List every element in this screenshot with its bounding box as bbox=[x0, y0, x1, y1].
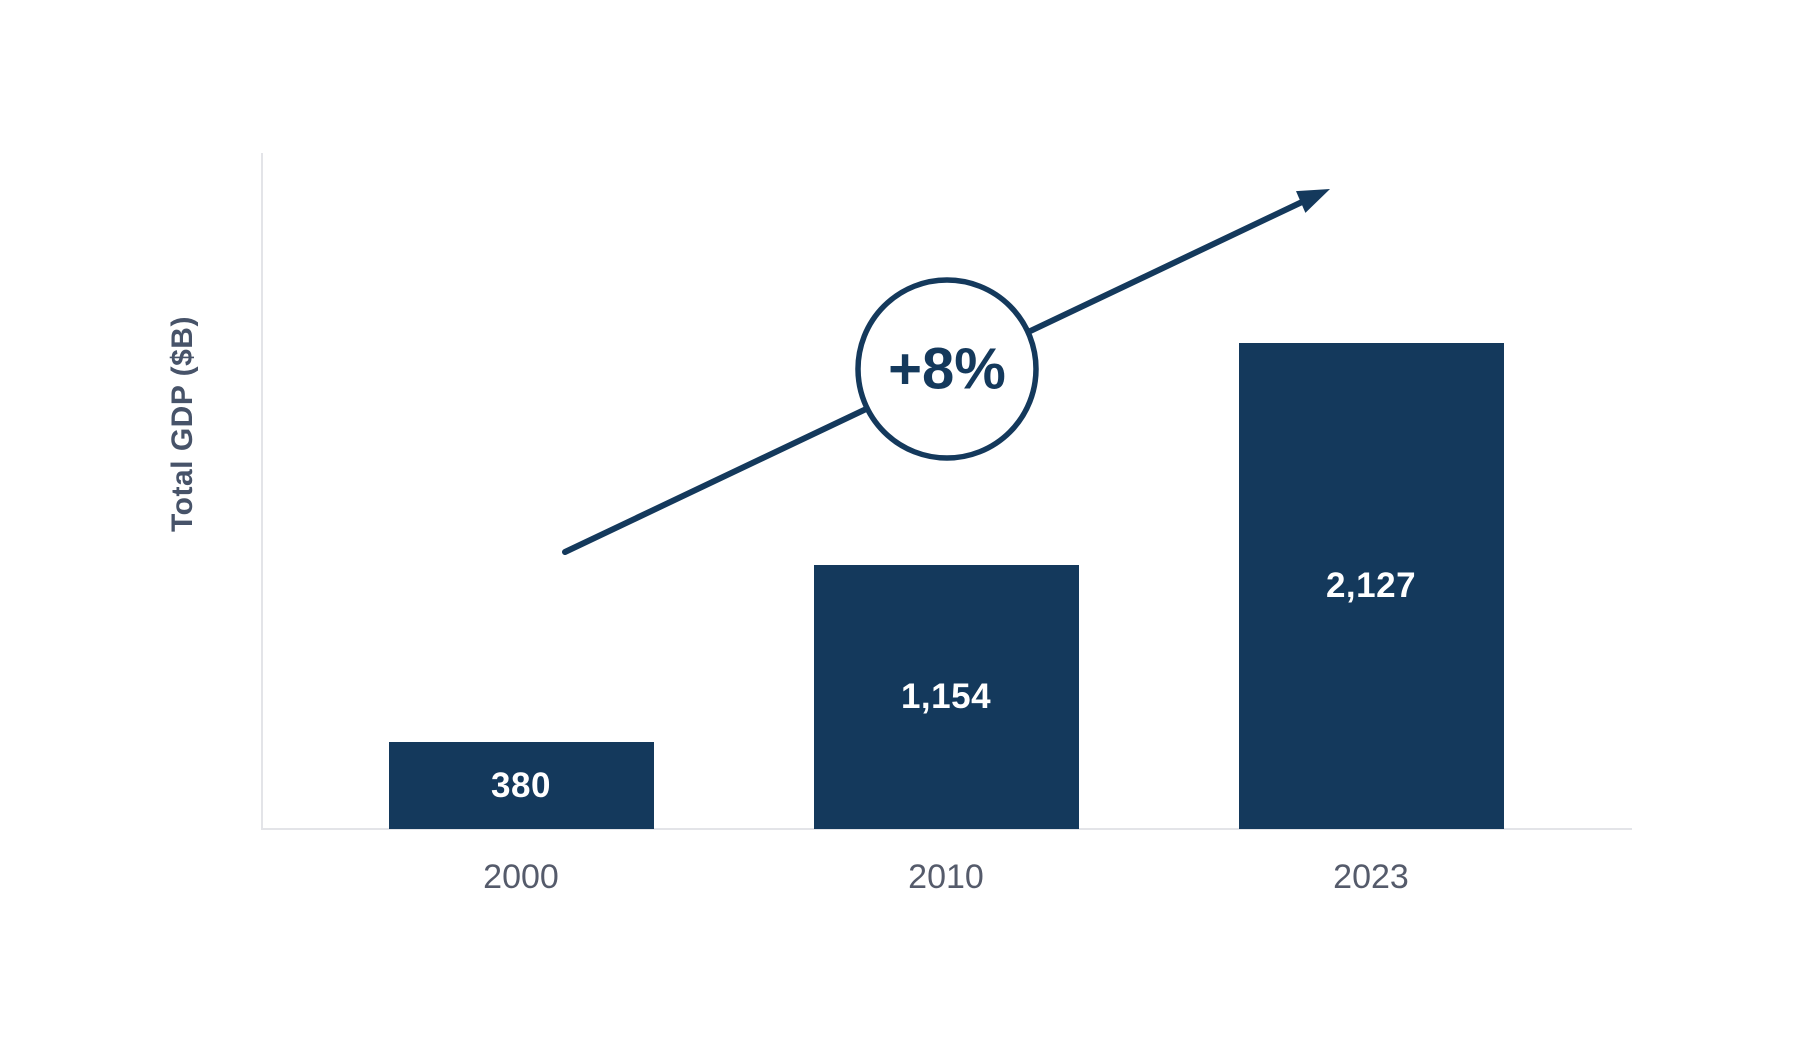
y-axis-line bbox=[261, 153, 263, 829]
bar-2023: 2,127 bbox=[1238, 343, 1504, 829]
growth-rate-label: +8% bbox=[888, 336, 1006, 402]
bar-value-label: 2,127 bbox=[1325, 566, 1417, 605]
trend-arrow-head bbox=[1296, 189, 1330, 213]
x-tick-label-2010: 2010 bbox=[908, 858, 984, 896]
y-axis-label: Total GDP ($B) bbox=[166, 316, 199, 532]
bar-value-label: 1,154 bbox=[900, 677, 992, 716]
x-tick-label-2023: 2023 bbox=[1333, 858, 1409, 896]
x-axis-line bbox=[261, 828, 1632, 830]
bar-2000: 380 bbox=[388, 742, 654, 829]
bar-value-label: 380 bbox=[491, 765, 551, 805]
x-tick-label-2000: 2000 bbox=[483, 858, 559, 896]
bar-2010: 1,154 bbox=[813, 565, 1079, 829]
